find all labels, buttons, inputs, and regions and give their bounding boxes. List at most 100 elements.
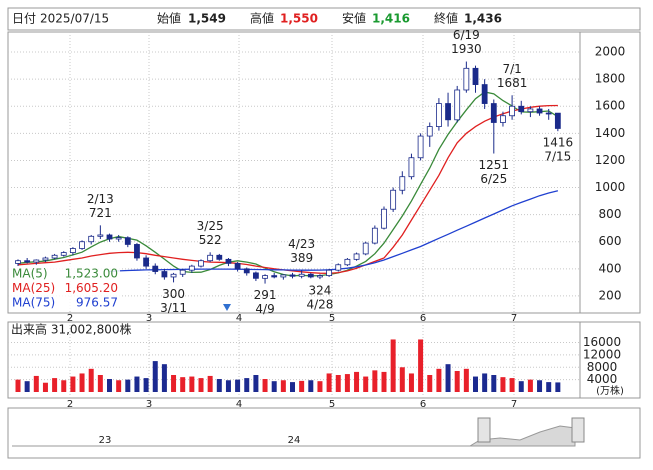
high-label: 高値 xyxy=(250,11,274,26)
volume-bar xyxy=(33,375,39,392)
volume-bar xyxy=(546,382,552,392)
y-tick-label: 1000 xyxy=(595,180,626,194)
volume-bar xyxy=(271,381,277,392)
annotation-date: 3/11 xyxy=(160,301,187,315)
volume-bar xyxy=(527,379,533,392)
date-label: 日付 xyxy=(12,12,36,26)
candle-body xyxy=(454,89,461,121)
navigator-handle-left[interactable] xyxy=(477,417,491,443)
y-tick-label: 800 xyxy=(599,207,622,221)
candle-body xyxy=(262,275,268,279)
annotation-date: 7/15 xyxy=(544,150,571,164)
volume-tick-label: 16000 xyxy=(583,335,621,349)
legend-name: MA(75) xyxy=(12,296,55,310)
candle-body xyxy=(170,273,177,278)
candle-body xyxy=(371,227,378,244)
month-label: 2 xyxy=(67,399,73,410)
volume-bar xyxy=(198,378,204,392)
navigator-label: 23 xyxy=(99,435,112,446)
y-tick-label: 1800 xyxy=(595,72,626,86)
candle-body xyxy=(326,269,333,277)
volume-bar xyxy=(189,376,195,392)
candle-body xyxy=(408,157,415,178)
candle-body xyxy=(353,253,360,260)
candle-body xyxy=(500,115,506,123)
volume-bar xyxy=(555,382,561,392)
high: 1,550 xyxy=(280,12,318,26)
candle-body xyxy=(399,176,406,191)
annotation-value: 291 xyxy=(254,288,277,302)
candle-body xyxy=(298,273,305,277)
legend-box xyxy=(10,266,120,311)
candle-body xyxy=(445,103,451,121)
candle-body xyxy=(15,260,21,264)
navigator-handle-right[interactable] xyxy=(571,417,585,443)
candle-body xyxy=(225,258,232,264)
volume-bar xyxy=(454,370,460,392)
volume-bar xyxy=(180,377,186,392)
month-label: 4 xyxy=(236,399,242,410)
volume-tick-label: 4000 xyxy=(587,372,618,386)
candle-body xyxy=(188,265,195,271)
annotation-date: 7/1 xyxy=(502,62,521,76)
volume-bar xyxy=(143,378,149,392)
annotation-value: 1930 xyxy=(451,42,482,56)
annotation-value: 721 xyxy=(89,206,112,220)
candle-body xyxy=(472,67,479,85)
month-label: 5 xyxy=(329,313,335,324)
candle-body xyxy=(134,244,140,259)
annotation-value: 389 xyxy=(290,251,313,265)
close-label: 終値 xyxy=(434,11,458,26)
volume-bar xyxy=(216,379,222,392)
candle-body xyxy=(70,248,76,253)
volume-bar xyxy=(225,380,231,392)
legend xyxy=(10,266,120,311)
open-label: 始値 xyxy=(157,11,181,26)
volume-bar xyxy=(399,367,405,392)
volume-bar xyxy=(491,375,497,392)
candle-body xyxy=(490,103,497,123)
volume-bar xyxy=(244,378,250,392)
volume-bar xyxy=(308,380,314,392)
month-label: 6 xyxy=(420,313,426,324)
legend-value: 976.57 xyxy=(76,296,118,310)
month-label: 5 xyxy=(329,399,335,410)
annotation-date: 6/25 xyxy=(480,172,507,186)
header-frame xyxy=(7,7,641,31)
volume-bar xyxy=(88,368,94,392)
volume-bar xyxy=(317,381,323,392)
candle-body xyxy=(161,271,168,278)
candle-body xyxy=(289,274,296,277)
volume-bar xyxy=(171,375,177,392)
legend-name: MA(5) xyxy=(12,267,48,281)
volume-bar xyxy=(70,376,76,392)
volume-bar xyxy=(381,371,387,392)
navigator xyxy=(7,407,641,459)
volume-bar xyxy=(24,381,30,392)
month-label: 3 xyxy=(146,399,152,410)
legend-value: 1,523.00 xyxy=(65,267,118,281)
legend-value: 1,605.20 xyxy=(65,281,118,295)
candle-body xyxy=(390,189,397,210)
volume-bar xyxy=(235,379,241,392)
volume-bar xyxy=(436,368,442,392)
low-label: 安値 xyxy=(342,11,366,26)
candle-body xyxy=(271,275,278,278)
candle-body xyxy=(463,67,470,91)
candle-body xyxy=(509,105,516,117)
y-tick-label: 600 xyxy=(599,234,622,248)
candle-body xyxy=(179,269,186,275)
candle-body xyxy=(97,234,104,237)
annotation-value: 522 xyxy=(199,233,222,247)
volume-bar xyxy=(97,375,103,392)
month-label: 6 xyxy=(420,399,426,410)
volume-bar xyxy=(335,375,341,392)
volume-bar xyxy=(408,373,414,392)
month-label: 7 xyxy=(511,399,517,410)
annotation-date: 6/19 xyxy=(453,28,480,42)
candle-body xyxy=(243,268,250,274)
volume-bar xyxy=(482,373,488,392)
annotation-value: 324 xyxy=(308,284,331,298)
candle-body xyxy=(234,263,241,270)
candle-body xyxy=(42,257,49,261)
